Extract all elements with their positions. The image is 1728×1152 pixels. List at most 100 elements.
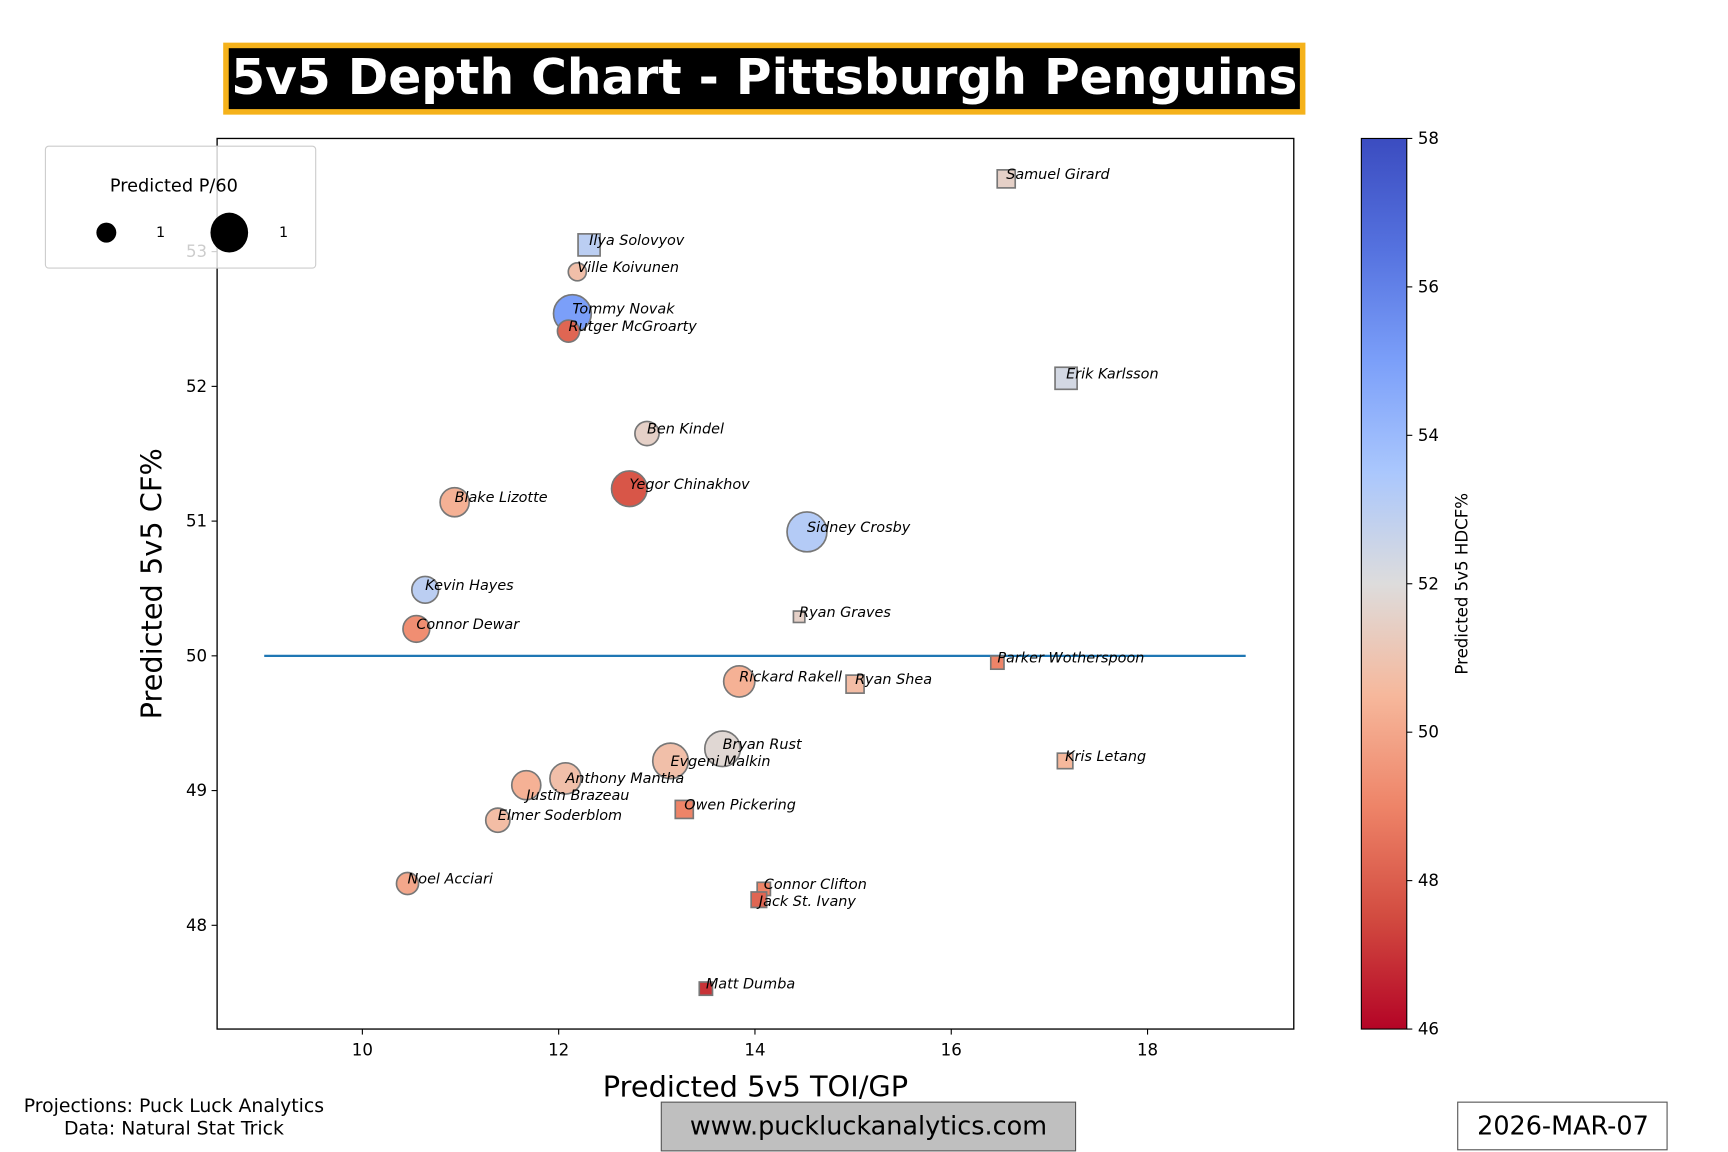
y-tick-label: 48 [186, 916, 207, 935]
player-point: Matt Dumba [698, 977, 795, 997]
player-marker-circle [722, 665, 756, 698]
player-point: Jack St. Ivany [750, 891, 857, 910]
colorbar-tick-label: 56 [1418, 277, 1439, 296]
colorbar-tick-label: 52 [1418, 574, 1439, 593]
player-label: Matt Dumba [706, 977, 795, 993]
x-axis-label: Predicted 5v5 TOI/GP [603, 1070, 908, 1104]
player-point: Ryan Shea [845, 672, 932, 694]
player-point: Sidney Crosby [786, 511, 911, 553]
title-banner: 5v5 Depth Chart - Pittsburgh Penguins [223, 42, 1306, 115]
player-label: Erik Karlsson [1066, 366, 1159, 382]
player-point: Samuel Girard [996, 167, 1111, 189]
website-link[interactable]: www.puckluckanalytics.com [690, 1111, 1047, 1141]
y-tick-label: 49 [186, 781, 207, 800]
player-marker-circle [439, 486, 470, 518]
colorbar-tick-label: 50 [1418, 723, 1439, 742]
legend-label-small: 1 [156, 225, 165, 241]
player-label: Jack St. Ivany [756, 894, 857, 910]
player-marker-square [1056, 752, 1074, 770]
player-point: Ryan Graves [792, 605, 891, 624]
player-point: Owen Pickering [674, 797, 796, 820]
player-label: Bryan Rust [723, 737, 803, 753]
chart-title: 5v5 Depth Chart - Pittsburgh Penguins [231, 50, 1297, 106]
player-label: Ville Koivunen [577, 260, 679, 276]
y-tick-label: 51 [186, 512, 207, 531]
player-label: Ryan Shea [855, 672, 932, 688]
legend-title: Predicted P/60 [110, 177, 238, 197]
player-label: Yegor Chinakhov [629, 477, 750, 493]
legend-frame [44, 145, 317, 269]
player-point: Ben Kindel [634, 420, 724, 447]
colorbar-tick-label: 46 [1418, 1020, 1439, 1039]
player-label: Connor Clifton [764, 877, 867, 893]
colorbar-tick-label: 54 [1418, 426, 1439, 445]
player-label: Anthony Mantha [565, 771, 685, 787]
player-label: Owen Pickering [684, 797, 796, 813]
colorbar-label: Predicted 5v5 HDCF% [1453, 493, 1472, 675]
projections-credit: Projections: Puck Luck Analytics [24, 1096, 324, 1117]
player-marker-circle [634, 420, 660, 447]
legend-marker-large [210, 212, 249, 253]
player-marker-circle [703, 730, 742, 768]
player-marker-square [792, 610, 806, 624]
player-label: Sidney Crosby [807, 520, 911, 536]
player-marker-square [674, 799, 695, 820]
footer: Projections: Puck Luck Analytics Data: N… [24, 1096, 1668, 1152]
player-label: Evgeni Malkin [671, 754, 771, 770]
x-tick-label: 16 [941, 1041, 962, 1060]
x-tick-label: 18 [1137, 1041, 1158, 1060]
colorbar-gradient [1360, 137, 1408, 1030]
y-tick-label: 50 [186, 646, 207, 665]
player-label: Rutger McGroarty [568, 319, 697, 335]
player-point: Elmer Soderblom [484, 807, 622, 834]
website-box [660, 1101, 1077, 1152]
player-point: Kevin Hayes [410, 575, 514, 605]
player-marker-circle [610, 470, 648, 508]
player-marker-circle [549, 762, 582, 795]
player-label: Noel Acciari [408, 872, 493, 888]
player-label: Kris Letang [1065, 749, 1146, 765]
player-point: Parker Wotherspoon [989, 651, 1144, 671]
player-point: Rickard Rakell [722, 665, 842, 698]
player-marker-circle [410, 575, 440, 605]
player-label: Rickard Rakell [739, 669, 842, 685]
player-point: Bryan Rust [703, 730, 803, 768]
player-point: Noel Acciari [395, 871, 493, 896]
title-box [223, 42, 1306, 115]
size-legend: Predicted P/60 1 1 [44, 145, 317, 269]
player-label: Kevin Hayes [425, 578, 514, 594]
legend-label-large: 1 [279, 225, 288, 241]
player-marker-square [845, 674, 865, 694]
y-tick-label: 52 [186, 377, 207, 396]
player-marker-circle [556, 319, 581, 343]
player-label: Connor Dewar [416, 617, 520, 633]
x-tick-label: 14 [744, 1041, 765, 1060]
player-label: Elmer Soderblom [498, 808, 622, 824]
y-axis-label: Predicted 5v5 CF% [135, 448, 169, 719]
player-label: Ben Kindel [647, 422, 724, 438]
player-marker-square [577, 233, 601, 257]
player-point: Ville Koivunen [567, 260, 679, 282]
player-marker-circle [651, 742, 690, 780]
player-marker-square [989, 655, 1005, 671]
player-point: Justin Brazeau [510, 769, 629, 804]
player-label: Ryan Graves [799, 605, 891, 621]
data-credit: Data: Natural Stat Trick [64, 1118, 284, 1139]
player-point: Anthony Mantha [549, 762, 685, 795]
colorbar-tick-label: 58 [1418, 129, 1439, 148]
player-point: Yegor Chinakhov [610, 470, 750, 508]
x-tick-label: 12 [548, 1041, 569, 1060]
player-point: Connor Dewar [402, 614, 520, 644]
player-label: Tommy Novak [572, 302, 675, 318]
player-marker-circle [395, 871, 420, 896]
player-marker-circle [484, 807, 511, 834]
date-box [1457, 1101, 1668, 1151]
player-label: Parker Wotherspoon [997, 651, 1144, 667]
player-marker-circle [786, 511, 828, 553]
player-label: Justin Brazeau [523, 788, 629, 804]
player-marker-square [1054, 366, 1078, 391]
player-point: Blake Lizotte [439, 486, 548, 518]
player-marker-square [996, 169, 1017, 189]
colorbar: Predicted 5v5 HDCF% 46 48 50 52 54 56 58 [1360, 129, 1472, 1039]
